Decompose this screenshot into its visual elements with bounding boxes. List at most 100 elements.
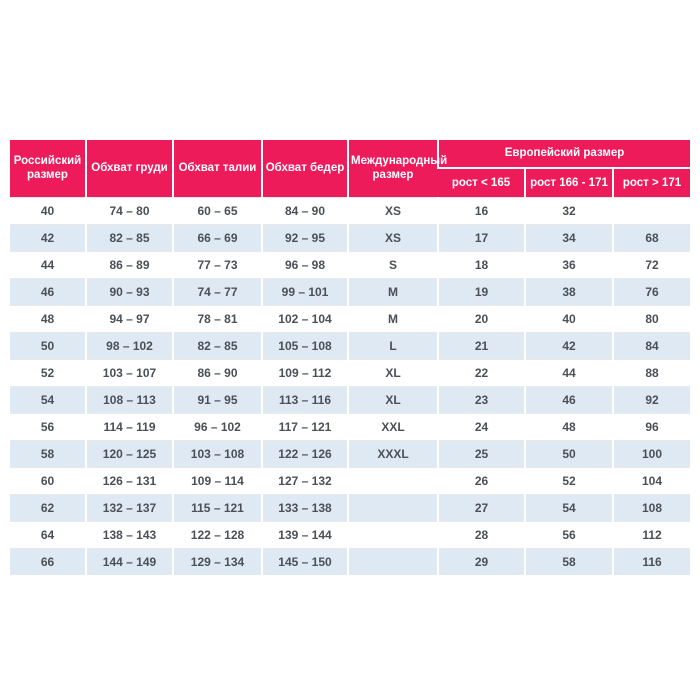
table-cell: XL	[347, 358, 438, 386]
table-cell: 60	[10, 466, 86, 494]
table-cell: 103 – 107	[85, 358, 173, 386]
col-header-height-lt-165: рост < 165	[438, 168, 525, 197]
table-cell: 103 – 108	[172, 439, 262, 467]
table-row: 40 74 – 80 60 – 65 84 – 90 XS 16 32	[10, 196, 691, 224]
table-cell: 58	[524, 547, 613, 575]
table-cell: 42	[524, 331, 613, 359]
table-row: 50 98 – 102 82 – 85 105 – 108 L 21 42 84	[10, 331, 691, 359]
table-cell: L	[347, 331, 438, 359]
table-cell: 17	[437, 223, 525, 251]
col-header-hips: Обхват бедер	[261, 140, 348, 197]
table-row: 64 138 – 143 122 – 128 139 – 144 28 56 112	[10, 520, 691, 548]
table-cell: 38	[524, 277, 613, 305]
table-cell: XXL	[347, 412, 438, 440]
table-cell: 24	[437, 412, 525, 440]
col-header-european-size-group: Европейский размер	[436, 140, 691, 169]
table-cell: 74 – 80	[85, 196, 173, 224]
col-header-international-size: Международный размер	[347, 140, 447, 197]
col-header-waist: Обхват талии	[172, 140, 262, 197]
table-cell: 76	[611, 277, 691, 305]
table-cell: 50	[524, 439, 613, 467]
table-cell: 50	[10, 331, 86, 359]
table-cell: 52	[524, 466, 613, 494]
table-cell: 127 – 132	[261, 466, 348, 494]
table-cell: 62	[10, 493, 86, 521]
table-cell: 56	[524, 520, 613, 548]
table-cell: 100	[611, 439, 691, 467]
table-cell: 64	[10, 520, 86, 548]
table-cell: 86 – 89	[85, 250, 173, 278]
table-cell: 74 – 77	[172, 277, 262, 305]
table-cell: 113 – 116	[261, 385, 348, 413]
table-row: 48 94 – 97 78 – 81 102 – 104 M 20 40 80	[10, 304, 691, 332]
table-cell: 133 – 138	[261, 493, 348, 521]
table-cell: 88	[611, 358, 691, 386]
table-cell: 66	[10, 547, 86, 575]
table-cell: 36	[524, 250, 613, 278]
table-cell: 96 – 102	[172, 412, 262, 440]
table-cell: 98 – 102	[85, 331, 173, 359]
table-cell: 23	[437, 385, 525, 413]
table-cell: 18	[437, 250, 525, 278]
table-cell: S	[347, 250, 438, 278]
table-cell: 82 – 85	[172, 331, 262, 359]
table-cell: 144 – 149	[85, 547, 173, 575]
table-cell	[347, 547, 438, 575]
table-cell: 40	[10, 196, 86, 224]
table-cell: 104	[611, 466, 691, 494]
table-cell: 21	[437, 331, 525, 359]
table-cell: 52	[10, 358, 86, 386]
table-cell: 48	[10, 304, 86, 332]
table-cell: 108 – 113	[85, 385, 173, 413]
table-cell	[347, 493, 438, 521]
table-row: 58 120 – 125 103 – 108 122 – 126 XXXL 25 50 100	[10, 439, 691, 467]
table-cell: 54	[10, 385, 86, 413]
table-cell: 25	[437, 439, 525, 467]
table-cell: 138 – 143	[85, 520, 173, 548]
table-cell: 105 – 108	[261, 331, 348, 359]
table-row: 62 132 – 137 115 – 121 133 – 138 27 54 108	[10, 493, 691, 521]
table-cell: 22	[437, 358, 525, 386]
table-cell: 42	[10, 223, 86, 251]
table-row: 60 126 – 131 109 – 114 127 – 132 26 52 104	[10, 466, 691, 494]
table-row: 66 144 – 149 129 – 134 145 – 150 29 58 116	[10, 547, 691, 575]
table-cell: 28	[437, 520, 525, 548]
table-cell: XL	[347, 385, 438, 413]
table-cell: 122 – 128	[172, 520, 262, 548]
table-cell: 139 – 144	[261, 520, 348, 548]
table-cell: 132 – 137	[85, 493, 173, 521]
table-cell: 94 – 97	[85, 304, 173, 332]
table-cell	[347, 466, 438, 494]
table-cell	[347, 520, 438, 548]
table-cell: 117 – 121	[261, 412, 348, 440]
table-cell: 19	[437, 277, 525, 305]
table-cell: 20	[437, 304, 525, 332]
table-cell: XXXL	[347, 439, 438, 467]
table-cell: 66 – 69	[172, 223, 262, 251]
table-cell: 46	[524, 385, 613, 413]
table-cell: 68	[611, 223, 691, 251]
table-row: 44 86 – 89 77 – 73 96 – 98 S 18 36 72	[10, 250, 691, 278]
table-cell: M	[347, 277, 438, 305]
table-cell: 92 – 95	[261, 223, 348, 251]
table-cell: 26	[437, 466, 525, 494]
table-row: 46 90 – 93 74 – 77 99 – 101 M 19 38 76	[10, 277, 691, 305]
table-cell: 40	[524, 304, 613, 332]
table-cell: 16	[437, 196, 525, 224]
table-cell: 80	[611, 304, 691, 332]
table-cell: 44	[10, 250, 86, 278]
table-cell: 46	[10, 277, 86, 305]
table-cell: 96	[611, 412, 691, 440]
table-cell: 27	[437, 493, 525, 521]
table-cell: 48	[524, 412, 613, 440]
table-cell: XS	[347, 223, 438, 251]
table-row: 42 82 – 85 66 – 69 92 – 95 XS 17 34 68	[10, 223, 691, 251]
table-cell: 82 – 85	[85, 223, 173, 251]
table-cell: 34	[524, 223, 613, 251]
table-cell: 84	[611, 331, 691, 359]
table-cell: 109 – 114	[172, 466, 262, 494]
table-cell: 77 – 73	[172, 250, 262, 278]
table-cell: 109 – 112	[261, 358, 348, 386]
size-chart-table: Российский размер Обхват груди Обхват та…	[10, 140, 691, 575]
